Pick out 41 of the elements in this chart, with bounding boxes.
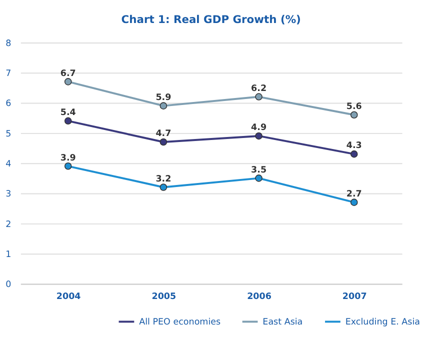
- point: [64, 162, 72, 170]
- data-label: 5.6: [346, 102, 362, 112]
- point: [160, 102, 168, 110]
- data-label: 4.7: [156, 129, 172, 140]
- data-label: 3.9: [60, 153, 76, 164]
- point: [255, 174, 262, 182]
- x-tick-label: 2007: [342, 292, 367, 302]
- legend-label: All PEO economies: [139, 318, 222, 328]
- point: [350, 198, 358, 206]
- point: [350, 150, 358, 158]
- y-tick-label: 7: [6, 69, 12, 80]
- y-tick-label: 5: [6, 129, 12, 140]
- point: [350, 111, 358, 119]
- y-tick-label: 1: [6, 250, 12, 260]
- x-tick-label: 2006: [247, 292, 272, 302]
- point: [255, 93, 262, 100]
- data-label: 6.7: [60, 68, 76, 79]
- data-label: 2.7: [346, 189, 362, 200]
- legend-label: East Asia: [262, 318, 303, 328]
- y-tick-label: 8: [6, 38, 12, 49]
- point: [160, 138, 168, 146]
- y-tick-label: 6: [6, 99, 12, 110]
- point: [64, 117, 72, 125]
- point: [255, 132, 262, 140]
- y-tick-label: 4: [6, 160, 12, 170]
- data-label: 6.2: [251, 84, 267, 94]
- point: [160, 184, 168, 191]
- legend-label: Excluding E. Asia: [345, 318, 420, 328]
- chart-title: Chart 1: Real GDP Growth (%): [121, 13, 301, 26]
- y-tick-label: 0: [6, 280, 12, 290]
- y-tick-label: 3: [6, 190, 12, 200]
- data-label: 5.4: [60, 108, 76, 118]
- data-label: 3.5: [251, 165, 267, 176]
- data-label: 5.9: [156, 92, 172, 103]
- y-tick-label: 2: [6, 220, 12, 230]
- x-tick-label: 2004: [56, 292, 81, 302]
- data-label: 4.9: [251, 123, 267, 134]
- data-label: 4.3: [346, 141, 362, 152]
- data-label: 3.2: [156, 174, 172, 184]
- x-tick-label: 2005: [152, 292, 176, 302]
- point: [64, 78, 72, 86]
